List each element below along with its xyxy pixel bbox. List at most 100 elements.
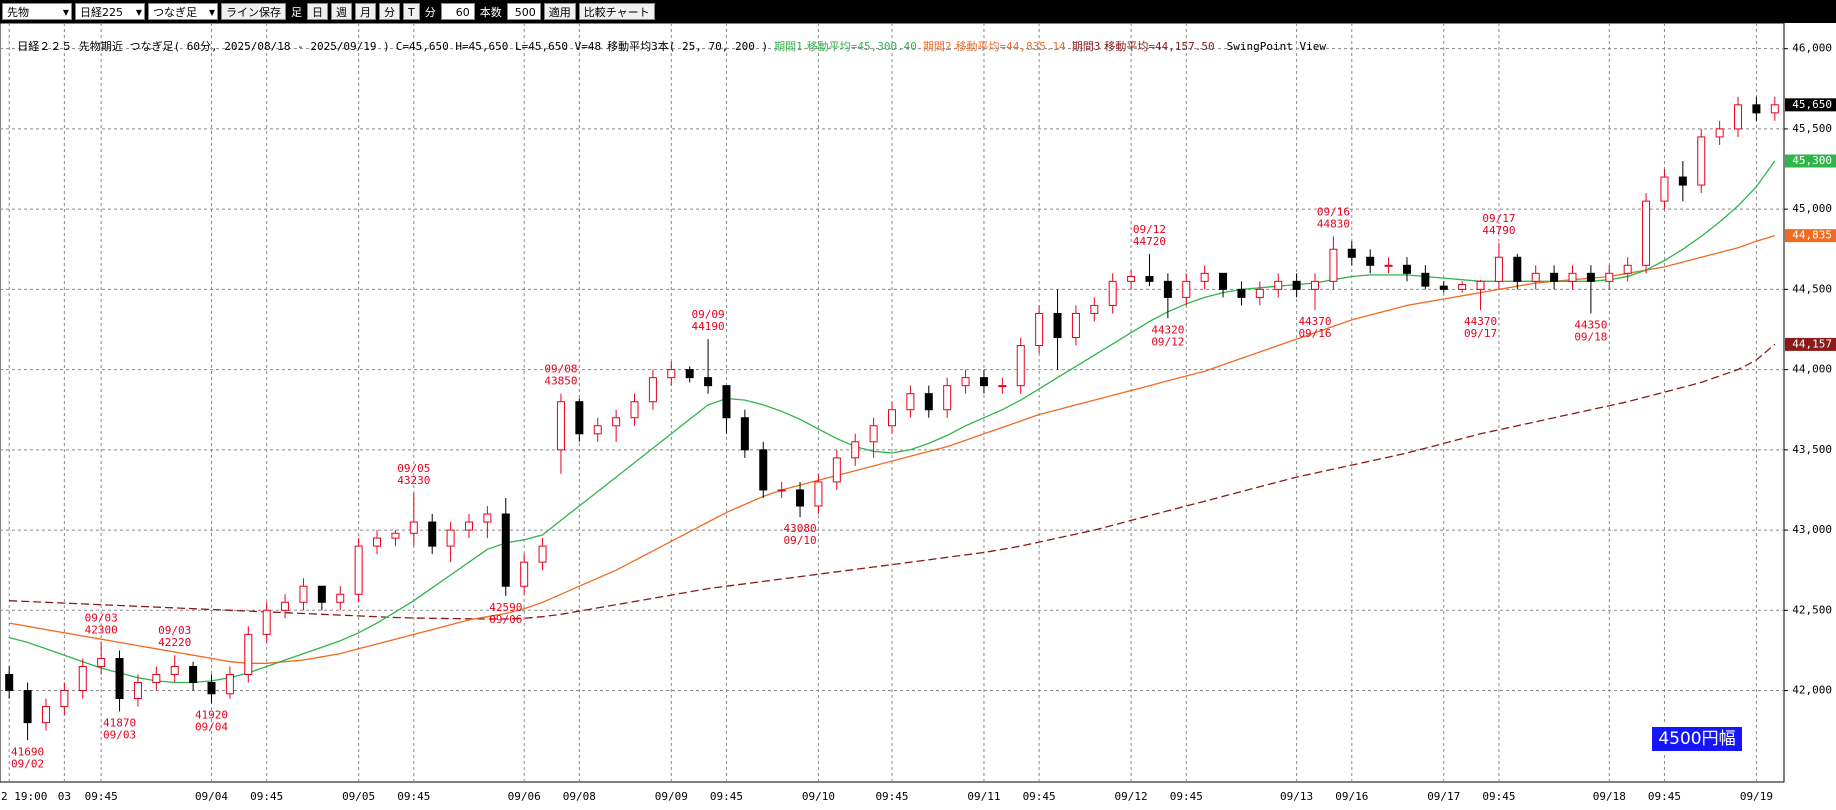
candle-body	[1678, 176, 1687, 186]
candle-body	[1200, 272, 1209, 282]
x-tick-label: 09/18	[1593, 790, 1626, 803]
price-marker-label: 45,650	[1792, 98, 1832, 111]
candle-body	[667, 369, 676, 379]
annotation-price: 44790	[1482, 224, 1515, 237]
x-tick-label: 09/06	[508, 790, 541, 803]
toolbar-button[interactable]: 比較チャート	[578, 3, 655, 20]
candle-body	[538, 545, 547, 563]
toolbar-button[interactable]: ライン保存	[221, 3, 286, 20]
candle-body	[78, 665, 87, 692]
candle-body	[317, 585, 326, 603]
candle-body	[1458, 284, 1467, 290]
candle-body	[170, 665, 179, 675]
annotation-price: 42590	[489, 601, 522, 614]
candle-body	[906, 393, 915, 411]
candle-body	[648, 377, 657, 403]
candle-body	[299, 585, 308, 603]
annotation-date: 09/03	[103, 728, 136, 741]
candle-body	[1127, 276, 1136, 282]
candle-body	[1347, 248, 1356, 258]
candle-body	[1329, 248, 1338, 282]
candle-body	[1366, 256, 1375, 266]
y-tick-label: 44,500	[1792, 282, 1832, 295]
candle-body	[1071, 312, 1080, 339]
toolbar-button[interactable]: 月	[355, 3, 376, 20]
toolbar-button[interactable]: T	[403, 3, 420, 20]
candle-body	[207, 682, 216, 695]
candle-body	[115, 657, 124, 700]
candle-body	[1292, 280, 1301, 290]
toolbar-label: 足	[291, 5, 302, 19]
range-label: 4500円幅	[1658, 729, 1735, 749]
x-tick-label: 09:45	[875, 790, 908, 803]
chart: 42,000 42,500 43,000 43,500 44,000 44,500 45,0…	[0, 23, 1836, 803]
candle-body	[777, 489, 786, 492]
annotation-price: 44190	[692, 320, 725, 333]
candle-body	[244, 633, 253, 675]
candle-body	[1642, 200, 1651, 266]
toolbar-button[interactable]: つなぎ足	[148, 3, 218, 21]
candle-body	[1090, 304, 1099, 314]
toolbar-button[interactable]: 先物	[2, 3, 72, 21]
annotation-date: 09/17	[1464, 327, 1497, 340]
y-tick-label: 42,000	[1792, 684, 1832, 697]
candle-body	[1770, 104, 1779, 114]
price-marker	[1785, 98, 1836, 112]
toolbar-button[interactable]: 適用	[543, 3, 576, 20]
annotation-date: 09/10	[783, 534, 816, 547]
legend-value: 移動平均=44,835.14	[955, 40, 1066, 53]
annotation-date: 09/03	[85, 611, 118, 624]
x-tick-label: 09/05	[342, 790, 375, 803]
candle-body	[1421, 272, 1430, 287]
toolbar-label: 本数	[479, 5, 502, 19]
toolbar-button[interactable]: 60	[440, 3, 475, 20]
x-tick-label: 09/17	[1427, 790, 1460, 803]
toolbar-button[interactable]: 日経225	[75, 3, 145, 21]
candle-body	[97, 657, 106, 667]
candle-body	[1035, 312, 1044, 347]
candle-body	[704, 377, 713, 387]
candle-body	[428, 521, 437, 547]
annotation-price: 43850	[544, 375, 577, 388]
y-tick-label: 46,000	[1792, 42, 1832, 55]
toolbar-button[interactable]: 500	[506, 3, 541, 20]
x-tick-label: 09:45	[1170, 790, 1203, 803]
annotation-price: 43230	[397, 474, 430, 487]
candle-body	[722, 385, 731, 419]
toolbar-label: 分	[424, 5, 436, 19]
x-tick-label: 09:45	[1648, 790, 1681, 803]
candle-body	[23, 690, 32, 724]
candle-body	[133, 682, 142, 700]
candle-body	[336, 593, 345, 603]
candle-body	[281, 601, 290, 611]
annotation-price: 41920	[195, 708, 228, 721]
x-tick-label: 2 19:00	[1, 790, 47, 803]
candle-body	[41, 706, 50, 724]
toolbar-button[interactable]: 分	[379, 3, 400, 20]
x-tick-label: 09/13	[1280, 790, 1313, 803]
candle-body	[1182, 280, 1191, 298]
candle-body	[814, 481, 823, 507]
candle-body	[888, 409, 896, 427]
ma-title: 移動平均3本( 25, 70, 200 )	[607, 40, 769, 53]
candle-body	[373, 537, 382, 547]
candle-body	[1476, 280, 1485, 290]
candle-body	[832, 457, 841, 483]
x-tick-label: 09/11	[967, 790, 1000, 803]
candle-body	[391, 532, 400, 539]
annotation-price: 42300	[85, 623, 118, 636]
candle-body	[943, 385, 952, 411]
toolbar-button[interactable]: 週	[331, 3, 352, 20]
annotation-price: 44350	[1574, 318, 1607, 331]
y-tick-label: 45,000	[1792, 202, 1832, 215]
price-marker-label: 44,835	[1792, 229, 1832, 242]
candle-body	[1550, 272, 1559, 282]
view-label: SwingPoint View	[1226, 40, 1326, 53]
toolbar-button[interactable]: 日	[307, 3, 328, 20]
x-tick-label: 09/16	[1335, 790, 1368, 803]
candle-body	[5, 673, 14, 692]
annotation-date: 09/12	[1133, 223, 1166, 236]
annotation-price: 41870	[103, 716, 136, 729]
candle-body	[1623, 264, 1632, 274]
